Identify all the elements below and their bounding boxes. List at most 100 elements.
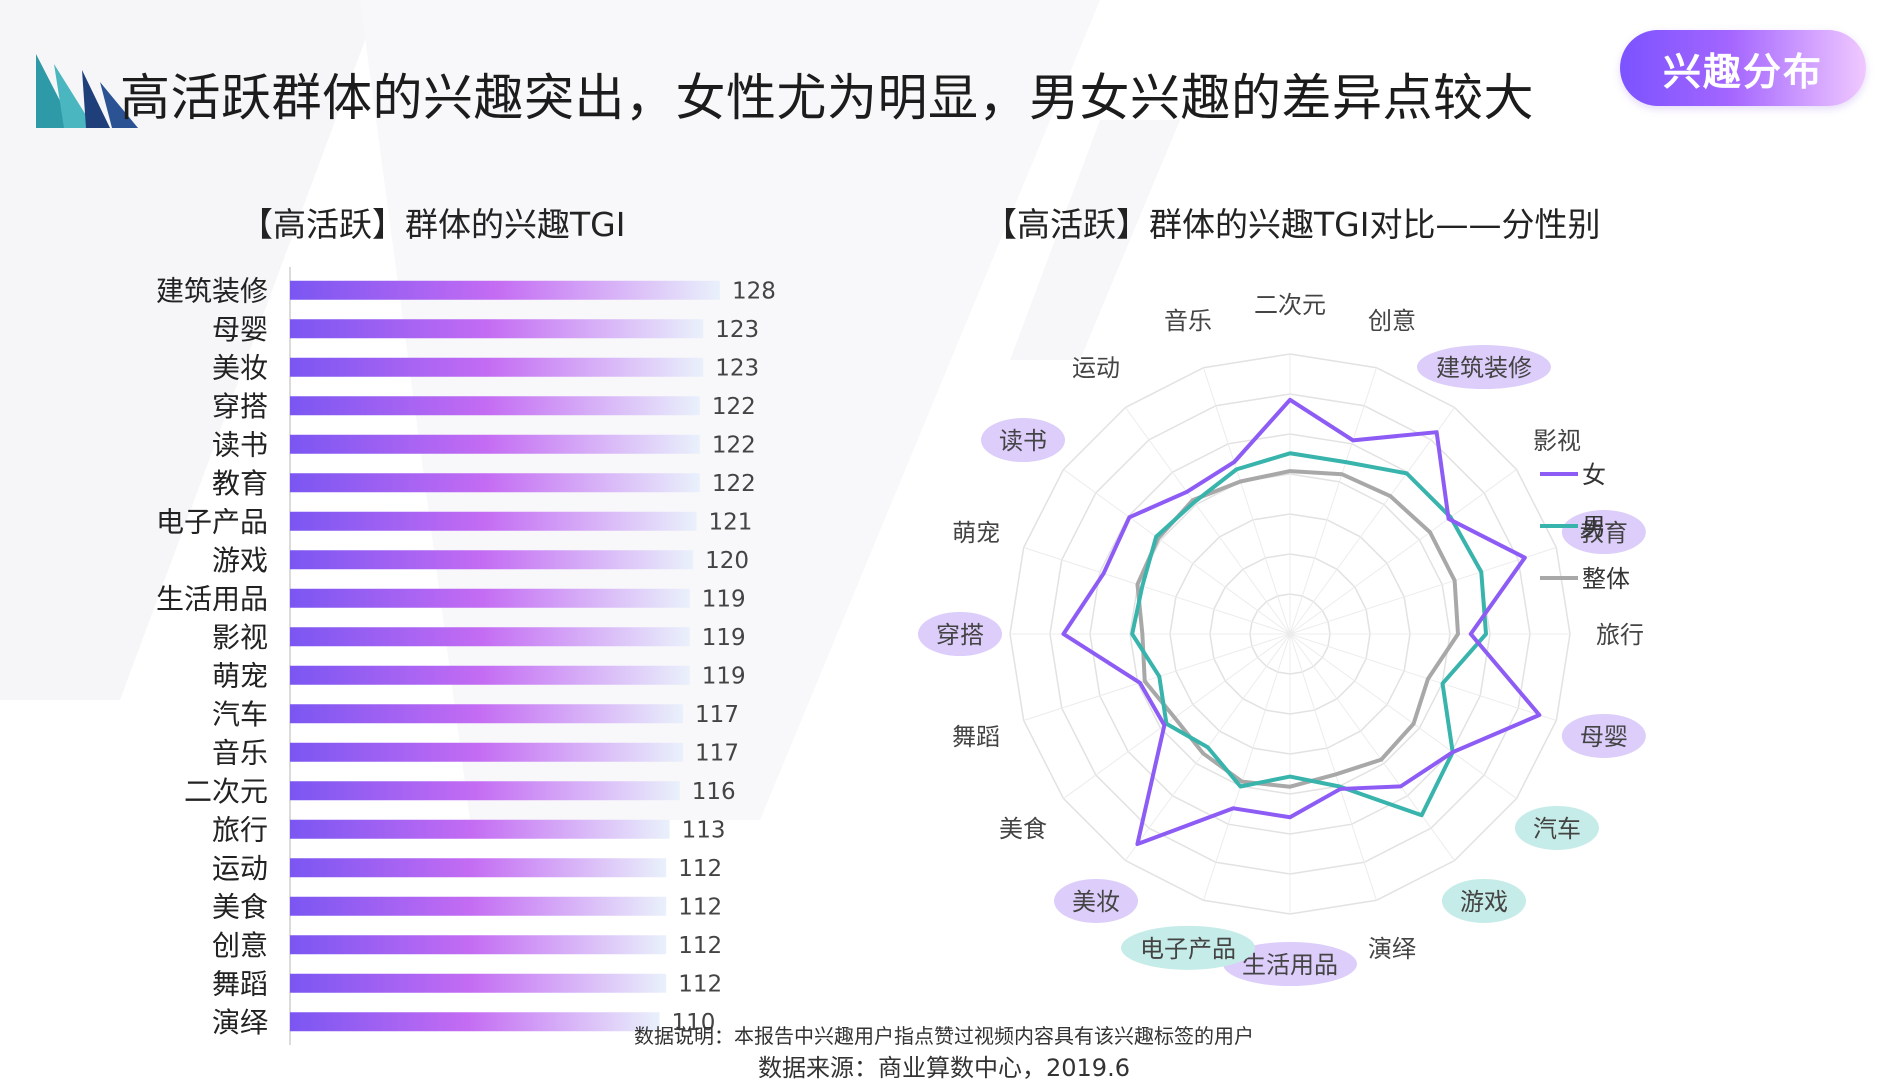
bar-value-label: 122 — [712, 394, 756, 420]
radar-spoke — [1289, 633, 1557, 722]
legend-label: 整体 — [1582, 565, 1630, 593]
radar-axis-highlight — [1054, 878, 1139, 923]
radar-axis-label: 生活用品 — [1242, 951, 1338, 979]
radar-axis-highlight — [1223, 942, 1357, 986]
bar-category-label: 母婴 — [212, 313, 268, 346]
bar-category-label: 音乐 — [212, 736, 268, 769]
radar-spoke — [1023, 546, 1291, 635]
bar — [290, 858, 667, 878]
radar-spoke — [1289, 367, 1378, 635]
bar-category-label: 读书 — [212, 428, 268, 461]
bar-category-label: 旅行 — [212, 813, 268, 846]
radar-axis-highlight — [1514, 805, 1599, 850]
radar-axis-label: 美妆 — [1072, 888, 1120, 916]
radar-spoke — [1202, 633, 1291, 901]
bar — [290, 588, 690, 608]
radar-axis-highlight — [1416, 345, 1551, 390]
bar-category-label: 运动 — [212, 852, 268, 885]
radar-axis-label: 旅行 — [1596, 621, 1644, 649]
radar-axis-highlight — [1561, 713, 1646, 758]
radar-spoke — [1289, 633, 1455, 861]
bar-chart-title: 【高活跃】群体的兴趣TGI — [240, 205, 626, 244]
bar — [290, 280, 720, 300]
bar-category-label: 演绎 — [212, 1006, 268, 1039]
bar-value-label: 120 — [705, 548, 749, 574]
bar-value-label: 117 — [695, 740, 739, 766]
bar-value-label: 113 — [682, 817, 726, 843]
bar-value-label: 119 — [702, 586, 746, 612]
bar-category-label: 教育 — [212, 467, 268, 500]
radar-axis-highlight — [981, 418, 1066, 463]
radar-axis-highlight — [1121, 925, 1256, 970]
radar-axis-label: 汽车 — [1533, 815, 1581, 843]
bar-category-label: 二次元 — [184, 775, 268, 808]
bar-value-label: 123 — [715, 317, 759, 343]
radar-axis-label: 母婴 — [1580, 723, 1628, 751]
bar — [290, 1012, 660, 1032]
bar-value-label: 117 — [695, 702, 739, 728]
bar — [290, 973, 667, 993]
bar-value-label: 112 — [678, 933, 722, 959]
bar-value-label: 123 — [715, 355, 759, 381]
bar-value-label: 121 — [708, 509, 752, 535]
legend-label: 男 — [1582, 513, 1606, 541]
bar-category-label: 萌宠 — [212, 659, 268, 692]
bar — [290, 473, 700, 493]
bar — [290, 357, 704, 377]
radar-series-male — [1130, 451, 1488, 818]
page-title: 高活跃群体的兴趣突出，女性尤为明显，男女兴趣的差异点较大 — [120, 69, 1534, 127]
bar — [290, 511, 697, 531]
radar-axis-highlight — [1561, 510, 1646, 555]
bar-value-label: 122 — [712, 471, 756, 497]
radar-axis-label: 萌宠 — [952, 519, 1000, 547]
radar-axis-label: 穿搭 — [936, 621, 984, 649]
bar-category-label: 穿搭 — [212, 390, 268, 423]
bar-category-label: 影视 — [212, 621, 268, 654]
radar-spoke — [1063, 633, 1291, 799]
radar-axis-label: 建筑装修 — [1436, 354, 1532, 382]
radar-axis-label: 教育 — [1580, 519, 1628, 547]
bar — [290, 434, 700, 454]
radar-spoke — [1125, 407, 1291, 635]
legend-label: 女 — [1582, 461, 1606, 489]
radar-spoke — [1023, 633, 1291, 722]
radar-axis-label: 影视 — [1533, 427, 1581, 455]
bar — [290, 896, 667, 916]
radar-series-female — [1061, 397, 1542, 847]
bar-category-label: 建筑装修 — [156, 274, 268, 307]
data-source: 数据来源：商业算数中心，2019.6 — [758, 1054, 1130, 1082]
bar — [290, 550, 694, 570]
radar-axis-highlight — [918, 612, 1002, 656]
bar — [290, 627, 690, 647]
bar-value-label: 112 — [678, 894, 722, 920]
bar-value-label: 119 — [702, 625, 746, 651]
bar-category-label: 创意 — [212, 929, 268, 962]
radar-chart-title: 【高活跃】群体的兴趣TGI对比——分性别 — [984, 205, 1601, 244]
bar-chart: 建筑装修 128 母婴 123 美妆 123 穿搭 122 读书 122 教育 122 电子产品 121 游… — [156, 267, 776, 1045]
bar-value-label: 128 — [732, 278, 776, 304]
radar-spoke — [1202, 367, 1291, 635]
radar-axis-label: 游戏 — [1460, 888, 1508, 916]
radar-spoke — [1289, 546, 1557, 635]
bar-value-label: 116 — [692, 779, 736, 805]
radar-axis-label: 电子产品 — [1140, 935, 1236, 963]
radar-axis-label: 读书 — [999, 427, 1047, 455]
bar-category-label: 舞蹈 — [212, 967, 268, 1000]
bar-value-label: 119 — [702, 663, 746, 689]
radar-spoke — [1289, 633, 1378, 901]
radar-spoke — [1289, 407, 1455, 635]
bar-category-label: 美妆 — [212, 351, 268, 384]
radar-spoke — [1063, 469, 1291, 635]
bar-category-label: 汽车 — [212, 698, 268, 731]
bar — [290, 665, 690, 685]
bar-category-label: 电子产品 — [156, 505, 268, 538]
radar-axis-label: 美食 — [999, 815, 1047, 843]
bar-value-label: 122 — [712, 432, 756, 458]
radar-axis-label: 创意 — [1368, 307, 1416, 335]
radar-axis-highlight — [1441, 878, 1526, 923]
radar-axis-label: 二次元 — [1254, 291, 1326, 319]
bar — [290, 781, 680, 801]
logo-icon — [36, 54, 138, 128]
